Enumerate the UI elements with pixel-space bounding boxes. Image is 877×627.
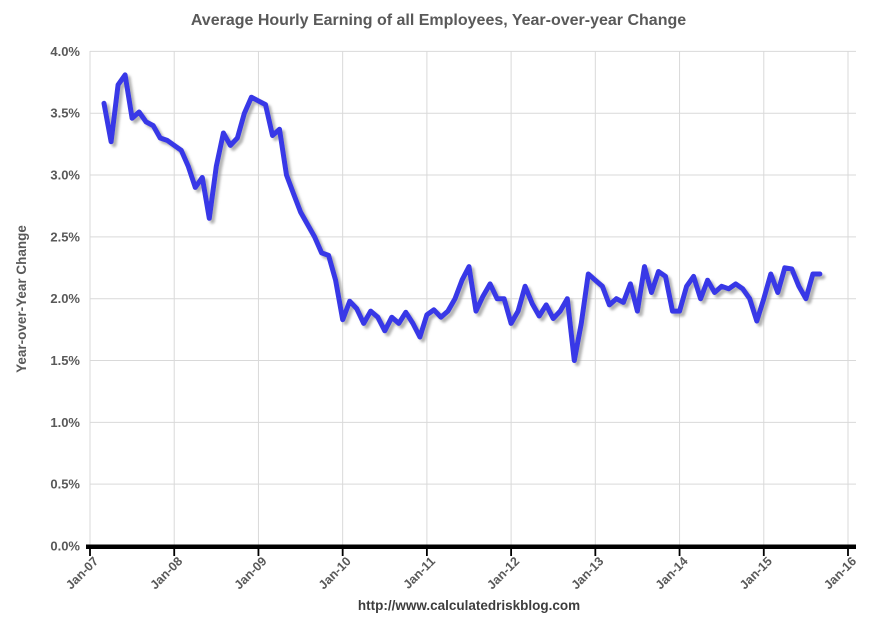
x-axis-tick <box>257 549 260 556</box>
y-tick-label: 0.0% <box>50 539 80 554</box>
y-tick-label: 3.0% <box>50 168 80 183</box>
x-axis-tick <box>425 549 428 556</box>
x-tick-label: Jan-09 <box>232 554 270 592</box>
x-tick-label: Jan-15 <box>737 554 775 592</box>
y-tick-label: 0.5% <box>50 477 80 492</box>
y-tick-label: 1.5% <box>50 353 80 368</box>
axes-layer <box>86 544 856 556</box>
x-axis-tick <box>510 549 513 556</box>
x-axis-tick <box>594 549 597 556</box>
x-tick-label: Jan-11 <box>401 554 438 591</box>
x-tick-label: Jan-08 <box>147 554 185 592</box>
chart-title: Average Hourly Earning of all Employees,… <box>190 12 687 29</box>
x-tick-label: Jan-14 <box>653 554 691 592</box>
x-tick-label: Jan-16 <box>821 554 859 592</box>
y-tick-label: 4.0% <box>50 44 80 59</box>
x-axis-tick <box>173 549 176 556</box>
x-axis-tick <box>678 549 681 556</box>
data-series-layer <box>101 72 823 363</box>
y-axis-title: Year-over-Year Change <box>14 225 29 373</box>
axis-labels-layer: 0.0% 0.5% 1.0% 1.5% 2.0% 2.5% 3.0% 3.5% 4.0% Jan-… <box>50 44 859 592</box>
x-axis-tick <box>89 549 91 556</box>
y-tick-label: 1.0% <box>50 415 80 430</box>
earnings-yoy-line <box>101 72 823 363</box>
x-tick-label: Jan-07 <box>63 554 101 592</box>
y-tick-label: 2.0% <box>50 291 80 306</box>
y-tick-label: 2.5% <box>50 229 80 244</box>
x-axis-tick <box>847 549 849 556</box>
x-axis-tick <box>762 549 765 556</box>
x-tick-label: Jan-13 <box>569 554 607 592</box>
x-tick-label: Jan-10 <box>316 554 354 592</box>
x-axis-tick <box>341 549 344 556</box>
y-tick-label: 3.5% <box>50 106 80 121</box>
source-url: http://www.calculatedriskblog.com <box>357 598 581 613</box>
x-tick-label: Jan-12 <box>484 554 522 592</box>
x-axis-line <box>86 544 856 549</box>
